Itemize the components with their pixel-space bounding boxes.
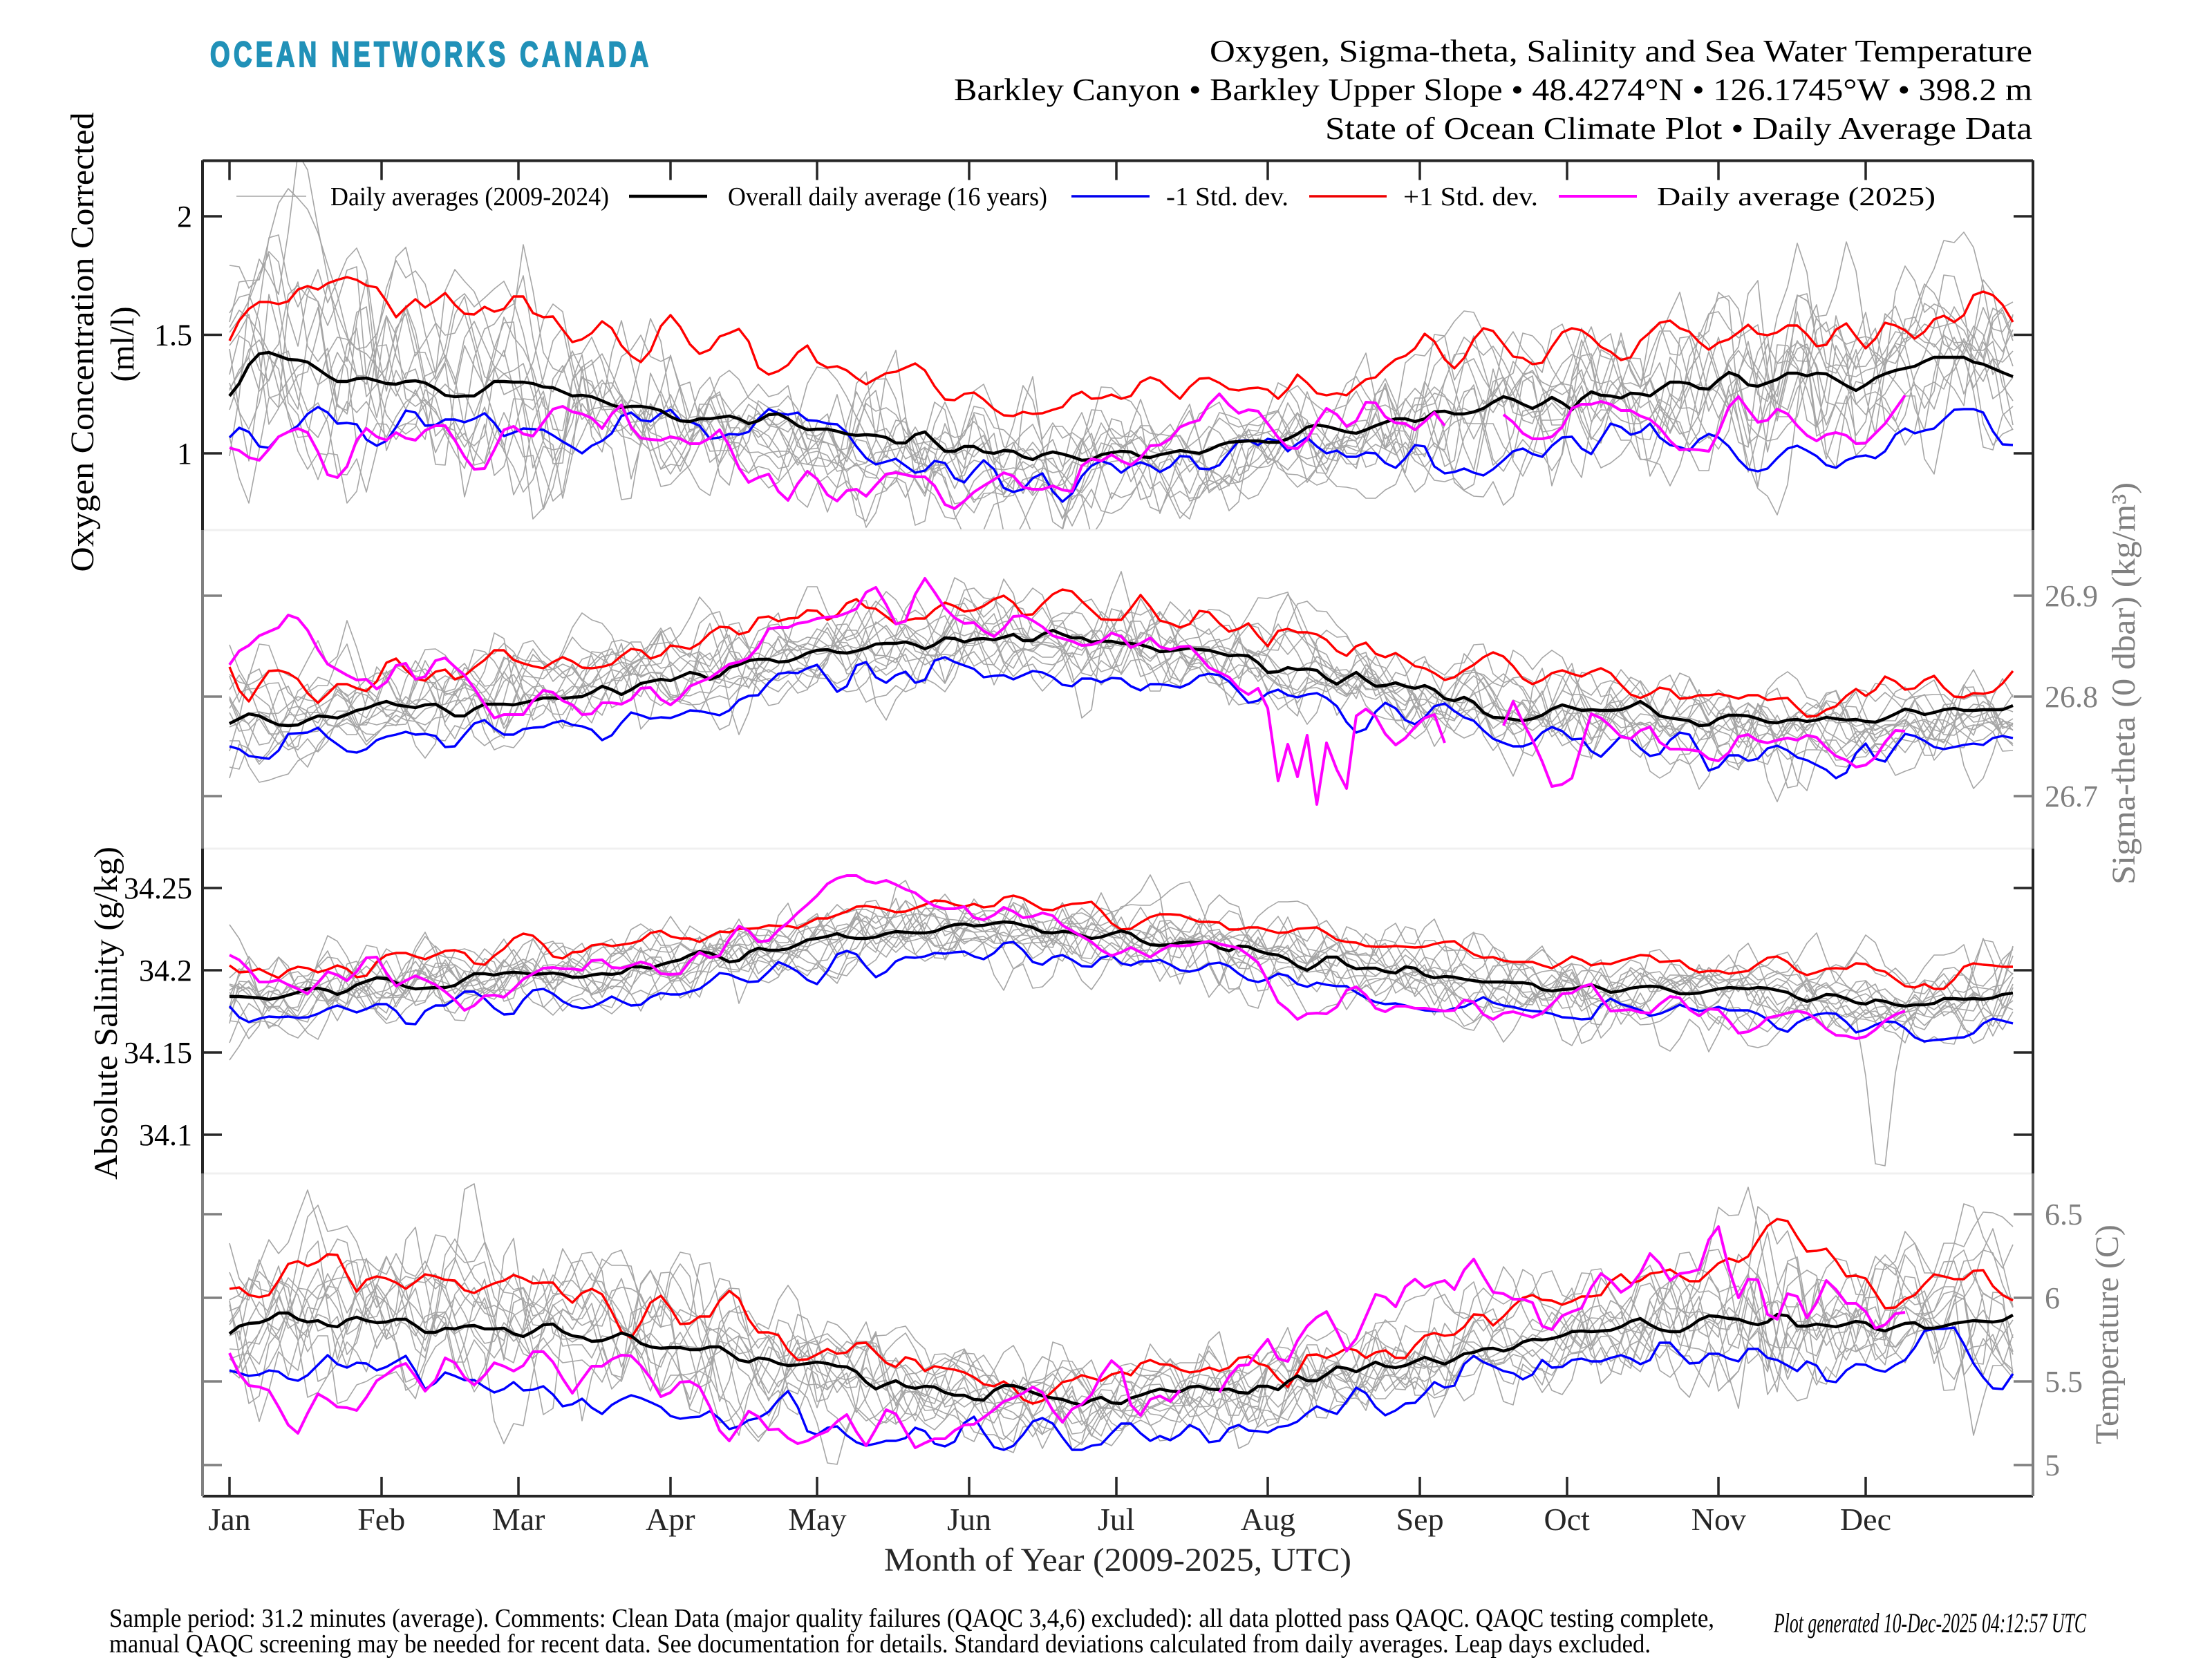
svg-text:6.5: 6.5	[2045, 1198, 2083, 1231]
svg-text:Feb: Feb	[357, 1502, 405, 1537]
svg-text:Sigma-theta (0 dbar) (kg/m³): Sigma-theta (0 dbar) (kg/m³)	[2106, 482, 2142, 885]
svg-text:Mar: Mar	[492, 1502, 545, 1537]
svg-text:(ml/l): (ml/l)	[104, 306, 141, 381]
svg-text:6: 6	[2045, 1281, 2060, 1315]
svg-text:34.1: 34.1	[139, 1118, 192, 1152]
svg-text:Month of Year (2009-2025, UTC): Month of Year (2009-2025, UTC)	[884, 1542, 1351, 1578]
svg-text:Oct: Oct	[1544, 1502, 1590, 1537]
svg-text:26.7: 26.7	[2045, 780, 2098, 813]
svg-text:34.2: 34.2	[139, 954, 192, 988]
svg-text:34.25: 34.25	[124, 871, 192, 905]
svg-text:manual QAQC screening may be n: manual QAQC screening may be needed for …	[109, 1630, 1651, 1659]
svg-text:Apr: Apr	[646, 1502, 695, 1537]
svg-text:2: 2	[177, 200, 192, 234]
svg-text:26.8: 26.8	[2045, 680, 2098, 714]
svg-text:1.5: 1.5	[154, 319, 192, 352]
svg-text:34.15: 34.15	[124, 1036, 192, 1070]
svg-text:5.5: 5.5	[2045, 1365, 2083, 1399]
svg-text:Plot generated 10-Dec-2025 04:: Plot generated 10-Dec-2025 04:12:57 UTC	[1773, 1607, 2086, 1639]
svg-text:+1 Std. dev.: +1 Std. dev.	[1403, 182, 1538, 211]
svg-text:Barkley Canyon • Barkley Upper: Barkley Canyon • Barkley Upper Slope • 4…	[954, 72, 2032, 107]
svg-text:State of Ocean Climate Plot •: State of Ocean Climate Plot • Daily Aver…	[1325, 111, 2032, 146]
svg-text:Sep: Sep	[1396, 1502, 1444, 1537]
svg-text:Daily averages (2009-2024): Daily averages (2009-2024)	[330, 182, 609, 211]
svg-text:Dec: Dec	[1840, 1502, 1891, 1537]
svg-text:Jun: Jun	[947, 1502, 991, 1537]
svg-text:Overall daily average (16 year: Overall daily average (16 years)	[728, 182, 1047, 211]
svg-text:Jul: Jul	[1098, 1502, 1135, 1537]
svg-text:5: 5	[2045, 1448, 2060, 1482]
svg-text:OCEAN NETWORKS CANADA: OCEAN NETWORKS CANADA	[210, 35, 653, 74]
svg-text:May: May	[788, 1502, 846, 1537]
svg-text:Absolute Salinity (g/kg): Absolute Salinity (g/kg)	[88, 847, 124, 1180]
svg-text:Nov: Nov	[1691, 1502, 1746, 1537]
svg-text:-1 Std. dev.: -1 Std. dev.	[1166, 182, 1288, 211]
svg-text:26.9: 26.9	[2045, 579, 2098, 613]
svg-text:Jan: Jan	[208, 1502, 250, 1537]
svg-text:1: 1	[177, 437, 192, 471]
svg-text:Aug: Aug	[1241, 1502, 1295, 1537]
svg-text:Daily average (2025): Daily average (2025)	[1657, 182, 1936, 211]
svg-text:Sample period: 31.2 minutes (a: Sample period: 31.2 minutes (average). C…	[109, 1604, 1714, 1633]
svg-text:Temperature (C): Temperature (C)	[2089, 1225, 2126, 1444]
svg-text:Oxygen Concentration Corrected: Oxygen Concentration Corrected	[64, 113, 101, 572]
svg-text:Oxygen, Sigma-theta, Salinity: Oxygen, Sigma-theta, Salinity and Sea Wa…	[1210, 33, 2032, 68]
